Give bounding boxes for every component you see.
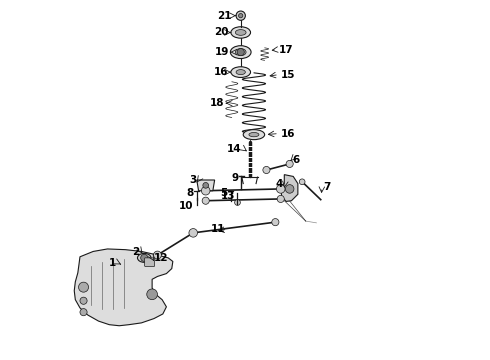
Polygon shape: [281, 175, 298, 202]
Ellipse shape: [235, 30, 246, 35]
Circle shape: [189, 229, 197, 237]
Text: 14: 14: [227, 144, 242, 154]
Circle shape: [78, 282, 89, 292]
Text: 16: 16: [281, 129, 295, 139]
Circle shape: [235, 200, 241, 205]
Text: 18: 18: [210, 98, 224, 108]
Text: 9: 9: [232, 173, 239, 183]
Text: 21: 21: [217, 11, 231, 21]
Circle shape: [277, 195, 284, 203]
Circle shape: [203, 183, 209, 188]
Text: 7: 7: [323, 182, 331, 192]
Ellipse shape: [231, 27, 250, 38]
Circle shape: [236, 11, 245, 20]
Ellipse shape: [243, 130, 265, 140]
Text: 8: 8: [186, 188, 194, 198]
Circle shape: [239, 14, 243, 18]
Text: 2: 2: [132, 247, 140, 257]
Ellipse shape: [249, 132, 259, 137]
Text: 3: 3: [190, 175, 197, 185]
Polygon shape: [197, 180, 215, 191]
Text: 4: 4: [276, 179, 283, 189]
Text: 5: 5: [220, 188, 228, 198]
Text: 15: 15: [281, 69, 295, 80]
Ellipse shape: [236, 69, 245, 75]
Circle shape: [272, 219, 279, 226]
Text: 19: 19: [215, 47, 229, 57]
Circle shape: [202, 197, 209, 204]
Text: 11: 11: [211, 224, 226, 234]
FancyBboxPatch shape: [145, 258, 155, 266]
Circle shape: [153, 251, 161, 259]
Circle shape: [285, 185, 294, 193]
Polygon shape: [74, 249, 173, 326]
Circle shape: [286, 160, 293, 167]
Text: 13: 13: [220, 192, 235, 202]
Circle shape: [80, 309, 87, 316]
Text: 12: 12: [154, 253, 169, 263]
Circle shape: [141, 254, 148, 261]
Circle shape: [299, 179, 305, 185]
Text: 17: 17: [279, 45, 294, 55]
Text: 1: 1: [109, 258, 117, 268]
Text: 16: 16: [214, 67, 228, 77]
Ellipse shape: [231, 67, 250, 77]
Text: 20: 20: [215, 27, 229, 37]
Ellipse shape: [230, 46, 251, 59]
Circle shape: [263, 166, 270, 174]
Text: 10: 10: [179, 201, 194, 211]
Circle shape: [237, 49, 245, 56]
Text: 6: 6: [293, 156, 300, 165]
Circle shape: [147, 289, 157, 300]
Circle shape: [276, 185, 285, 193]
Ellipse shape: [235, 49, 246, 56]
Circle shape: [201, 186, 210, 195]
Ellipse shape: [138, 253, 151, 262]
Circle shape: [80, 297, 87, 304]
